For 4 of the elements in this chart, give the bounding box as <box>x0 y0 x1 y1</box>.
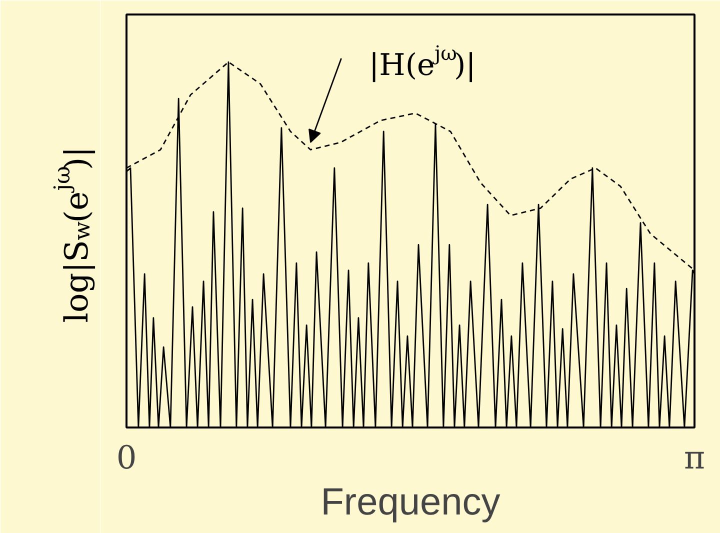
x-tick-label: π <box>684 438 706 476</box>
x-axis-title: Frequency <box>320 482 500 524</box>
y-axis-title: log|Sw(ejω)| <box>50 146 96 323</box>
x-tick-label: 0 <box>116 438 137 476</box>
